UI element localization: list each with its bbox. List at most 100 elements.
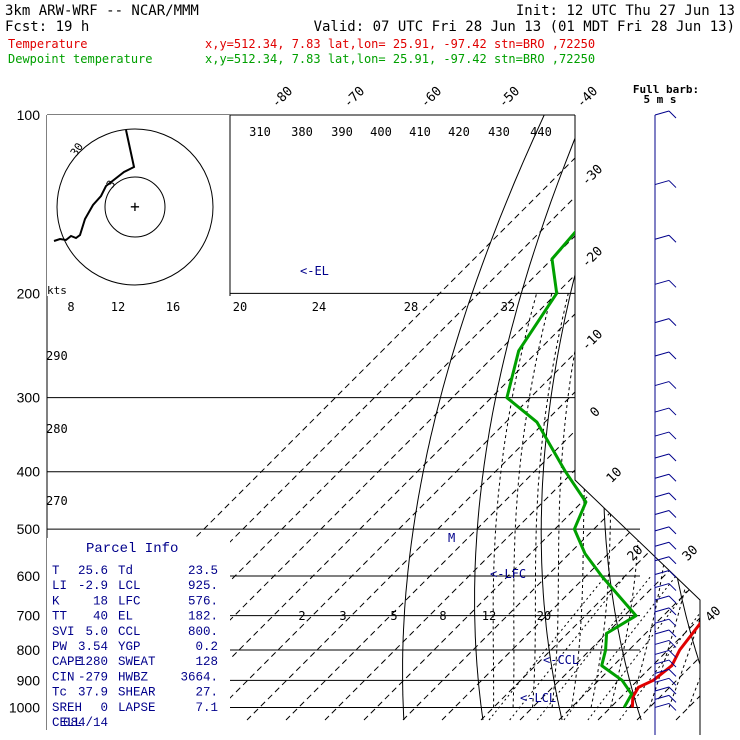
wind-barb [654, 686, 677, 695]
parcel-info-cell: 182. [188, 610, 218, 624]
parcel-info-cell: -279 [78, 670, 108, 684]
wind-barb [654, 694, 677, 703]
moist-adiabat-line [688, 293, 700, 708]
parcel-info-cell: YGP [118, 640, 141, 654]
wind-barb [654, 234, 677, 243]
parcel-info-cell: 0.2 [195, 640, 218, 654]
wind-barb [654, 110, 677, 119]
wind-barb [654, 279, 677, 288]
theta-label: 310 [249, 125, 271, 139]
hodograph-units: kts [47, 284, 67, 297]
mixing-ratio-line [509, 575, 626, 721]
hodo-ring-12: 12 [111, 300, 125, 314]
wind-barb [654, 431, 677, 440]
wind-barb [654, 583, 677, 591]
isotherm-label: 10 [604, 465, 626, 487]
isotherm-label: -50 [496, 84, 523, 111]
hodo-ring-16: 16 [166, 300, 180, 314]
isotherm-label: -30 [579, 162, 606, 189]
barb-legend-line2: 5 m s [643, 93, 676, 106]
dewpoint-temperature-profile [505, 115, 698, 709]
pressure-tick-label: 500 [17, 521, 41, 537]
wind-barb [654, 318, 677, 327]
wind-barb [654, 668, 677, 677]
wind-barb [654, 649, 677, 658]
parcel-info-cell: HWBZ [118, 670, 149, 684]
parcel-info-cell: TT [52, 610, 68, 624]
init-time: Init: 12 UTC Thu 27 Jun 13 [516, 3, 735, 19]
mixing-ratio-line [488, 575, 607, 721]
hodograph: + 30 3 kts 8 12 16 20 24 28 32 [47, 115, 515, 314]
parcel-info-cell: Tc [52, 686, 67, 700]
legend-dewpoint-info: x,y=512.34, 7.83 lat,lon= 25.91, -97.42 … [205, 52, 595, 66]
wind-barb [654, 570, 677, 578]
isotherm-line [715, 115, 740, 720]
theta-label: 400 [370, 125, 392, 139]
parcel-info-cell: 40 [93, 610, 108, 624]
dry-adiabat-label: 290 [46, 349, 68, 363]
dry-adiabat-line [402, 115, 545, 721]
dry-adiabat-label: 270 [46, 494, 68, 508]
wind-barb [654, 629, 677, 638]
hodo-ring-24: 24 [312, 300, 326, 314]
ccl-marker: <-CCL [543, 653, 579, 667]
lfc-marker: <-LFC [490, 567, 526, 581]
theta-label: 410 [409, 125, 431, 139]
isotherm-label: 0 [587, 404, 603, 420]
hodograph-center: + [130, 197, 140, 216]
pressure-tick-label: 1000 [9, 699, 40, 715]
moist-adiabat-line [668, 293, 700, 708]
parcel-info-cell: 0 [100, 701, 108, 715]
isotherm-line [168, 115, 700, 721]
pressure-tick-label: 100 [17, 107, 41, 123]
isotherm-line [51, 115, 658, 721]
isotherm-label: 40 [703, 604, 725, 626]
isotherm-line [207, 115, 700, 721]
lcl-marker: <-LCL [520, 691, 556, 705]
parcel-info-cell: -2.9 [78, 579, 108, 593]
parcel-info-cell: 1280 [78, 655, 108, 669]
wind-barb [654, 473, 677, 482]
wind-barb [654, 677, 677, 686]
parcel-info-cell: SREH [52, 701, 82, 715]
isotherm-label: -60 [418, 84, 445, 111]
mid-marker: M [448, 531, 455, 545]
moist-adiabat-line [649, 293, 700, 708]
parcel-info-cell: SWEAT [118, 655, 156, 669]
dry-adiabat-line [660, 115, 700, 721]
wind-barb [654, 407, 677, 416]
parcel-info-cell: SHEAR [118, 686, 156, 700]
parcel-info-cell: 37.9 [78, 686, 108, 700]
pressure-tick-label: 600 [17, 568, 41, 584]
wind-barb [654, 607, 677, 616]
pressure-tick-label: 300 [17, 390, 41, 406]
temperature-profile [630, 115, 700, 708]
moist-adiabat-line [551, 293, 587, 708]
isotherm-line [90, 115, 697, 721]
hodo-ring-8: 8 [67, 300, 74, 314]
parcel-info-cell: CCL [118, 625, 141, 639]
moist-adiabat-line [532, 293, 569, 708]
hodograph-curve [53, 129, 136, 242]
parcel-info-cell: LCL [118, 579, 141, 593]
isotherm-line [480, 115, 700, 721]
isotherm-label: -10 [579, 327, 606, 354]
isotherm-line [363, 115, 700, 721]
parcel-info-cell: LI [52, 579, 67, 593]
sounding-series [505, 115, 700, 709]
legend-temperature-info: x,y=512.34, 7.83 lat,lon= 25.91, -97.42 … [205, 37, 595, 51]
wind-barb [654, 351, 677, 360]
mixing-ratio-label: 5 [390, 609, 397, 623]
isotherm-line [675, 115, 700, 721]
moist-adiabat-line [610, 293, 655, 708]
parcel-info-cell: 576. [188, 594, 218, 608]
moist-adiabat-line [512, 293, 553, 708]
wind-barb [654, 381, 677, 389]
theta-label: 390 [331, 125, 353, 139]
parcel-info-cell: 084/14 [63, 716, 108, 730]
mixing-ratio-label: 20 [537, 609, 551, 623]
legend-dewpoint: Dewpoint temperature [8, 52, 153, 66]
parcel-info-cell: 3664. [180, 670, 218, 684]
mixing-ratio-label: 3 [339, 609, 346, 623]
